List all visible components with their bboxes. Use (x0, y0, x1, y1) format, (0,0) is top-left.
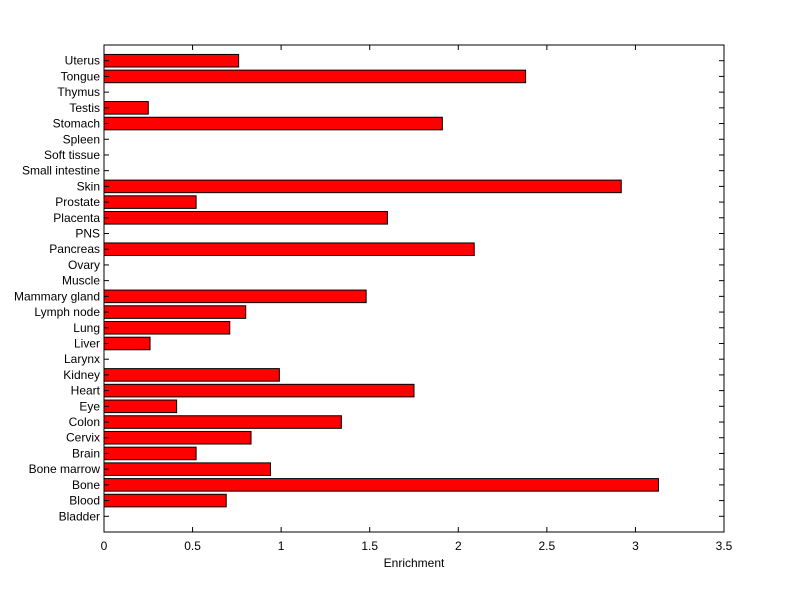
bar-lung (103, 320, 231, 335)
bar-uterus (103, 53, 240, 68)
bar-blood (103, 493, 227, 508)
bar-pancreas (103, 242, 475, 257)
y-tick-label: Blood (69, 494, 100, 508)
y-tick-label: Soft tissue (44, 148, 100, 162)
bar-prostate (103, 195, 197, 209)
x-tick-label: 0 (101, 539, 108, 553)
plot-frame (103, 44, 725, 533)
y-tick-label: Kidney (63, 368, 100, 382)
y-tick-label: Prostate (55, 195, 100, 209)
x-tick-label: 3.5 (716, 539, 733, 553)
y-tick-label: Bladder (59, 509, 100, 523)
bar-colon (103, 415, 342, 429)
y-tick-label: Brain (72, 446, 100, 460)
bar-eye (103, 399, 178, 414)
y-tick-label: Liver (74, 336, 100, 350)
y-tick-label: Eye (79, 399, 100, 413)
bar-bone-marrow (103, 462, 272, 476)
y-tick-label: Lymph node (34, 305, 100, 319)
bar-brain (103, 446, 197, 461)
y-tick-label: Placenta (53, 211, 100, 225)
y-tick-label: Thymus (57, 85, 100, 99)
y-tick-label: Larynx (64, 352, 100, 366)
y-tick-label: Ovary (68, 258, 100, 272)
y-tick-label: Heart (71, 384, 101, 398)
y-tick-label: Mammary gland (14, 289, 100, 303)
y-tick-label: Colon (69, 415, 100, 429)
x-tick-label: 2.5 (539, 539, 556, 553)
bar-lymph-node (103, 305, 247, 319)
x-axis-title: Enrichment (384, 556, 445, 570)
y-tick-label: Bone (72, 478, 100, 492)
y-tick-label: Cervix (66, 431, 100, 445)
bar-skin (103, 179, 622, 194)
x-tick-label: 1 (278, 539, 285, 553)
x-tick-label: 3 (632, 539, 639, 553)
bar-testis (103, 101, 149, 115)
y-tick-label: Skin (77, 179, 100, 193)
x-tick-labels: 0 0.5 1 1.5 2 2.5 3 3.5 (101, 539, 733, 553)
bar-heart (103, 383, 415, 398)
bar-stomach (103, 116, 443, 131)
bar-mammary-gland (103, 289, 367, 304)
y-tick-label: Lung (73, 321, 100, 335)
y-tick-label: Stomach (53, 117, 100, 131)
x-tick-label: 1.5 (361, 539, 378, 553)
y-tick-label: PNS (75, 227, 100, 241)
y-tick-label: Tongue (61, 69, 101, 83)
bar-kidney (103, 368, 280, 382)
bar-placenta (103, 211, 388, 225)
y-tick-label: Small intestine (22, 164, 100, 178)
y-tick-label: Muscle (62, 274, 100, 288)
bar-bone (103, 478, 659, 492)
bar-cervix (103, 430, 252, 445)
y-tick-label: Spleen (63, 132, 100, 146)
bar-liver (103, 336, 151, 351)
x-tick-label: 2 (455, 539, 462, 553)
bar-tongue (103, 69, 527, 84)
y-tick-label: Pancreas (49, 242, 100, 256)
y-tick-label: Testis (69, 101, 100, 115)
y-tick-label: Uterus (65, 54, 100, 68)
y-tick-label: Bone marrow (29, 462, 101, 476)
x-tick-label: 0.5 (184, 539, 201, 553)
